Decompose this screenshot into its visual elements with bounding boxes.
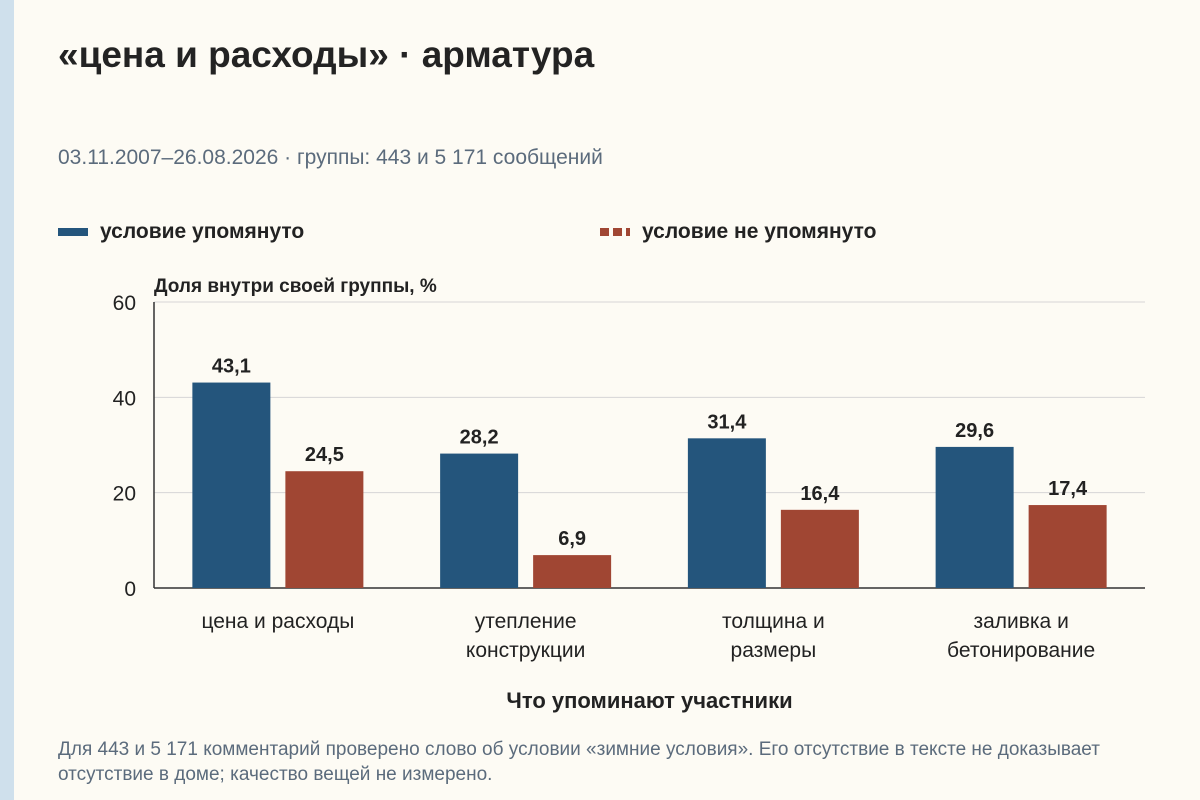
bar-value-label: 28,2	[460, 427, 499, 449]
bar-mentioned	[192, 382, 271, 588]
legend-swatch-mentioned	[58, 228, 88, 236]
bar-chart: 0 20 40 60 Доля внутри своей группы, % 43,1 24…	[113, 276, 1145, 713]
x-tick-label: бетонирование	[947, 639, 1095, 662]
bar-value-label: 17,4	[1048, 478, 1088, 500]
x-axis-label: Что упоминают участники	[506, 688, 792, 713]
bar-value-label: 16,4	[800, 483, 840, 505]
chart-subtitle: 03.11.2007–26.08.2026 · группы: 443 и 5 …	[58, 146, 603, 169]
x-tick-label: заливка и	[973, 610, 1068, 633]
x-tick-label: размеры	[731, 639, 817, 662]
bar-not-mentioned	[533, 555, 612, 588]
x-tick-label: утепление	[475, 610, 577, 633]
bar-mentioned	[935, 446, 1014, 588]
chart-title: «цена и расходы» · арматура	[58, 34, 595, 75]
bar-not-mentioned	[1028, 505, 1107, 588]
bar-not-mentioned	[780, 509, 859, 588]
legend-label-not-mentioned: условие не упомянуто	[642, 220, 877, 243]
y-tick-label: 20	[113, 483, 136, 506]
legend-item-not-mentioned: условие не упомянуто	[600, 220, 876, 244]
edge-strip	[0, 0, 14, 800]
bar-value-label: 43,1	[212, 356, 251, 378]
bar-not-mentioned	[285, 471, 364, 588]
x-tick-label: толщина и	[722, 610, 825, 633]
legend-swatch-not-mentioned	[600, 228, 630, 236]
bar-value-label: 29,6	[955, 420, 994, 442]
x-tick-label: цена и расходы	[201, 610, 354, 633]
legend-item-mentioned: условие упомянуто	[58, 220, 304, 244]
bar-mentioned	[440, 453, 519, 588]
y-tick-label: 60	[113, 292, 136, 315]
y-axis-label: Доля внутри своей группы, %	[154, 276, 437, 297]
legend-label-mentioned: условие упомянуто	[100, 220, 305, 243]
y-tick-label: 40	[113, 387, 136, 410]
y-tick-label: 0	[124, 578, 136, 601]
bar-value-label: 31,4	[707, 411, 747, 433]
bar-value-label: 6,9	[558, 528, 586, 550]
chart-footnote: Для 443 и 5 171 комментарий проверено сл…	[58, 739, 1100, 785]
x-tick-label: конструкции	[466, 639, 585, 662]
bar-value-label: 24,5	[305, 444, 344, 466]
bar-mentioned	[687, 438, 766, 588]
